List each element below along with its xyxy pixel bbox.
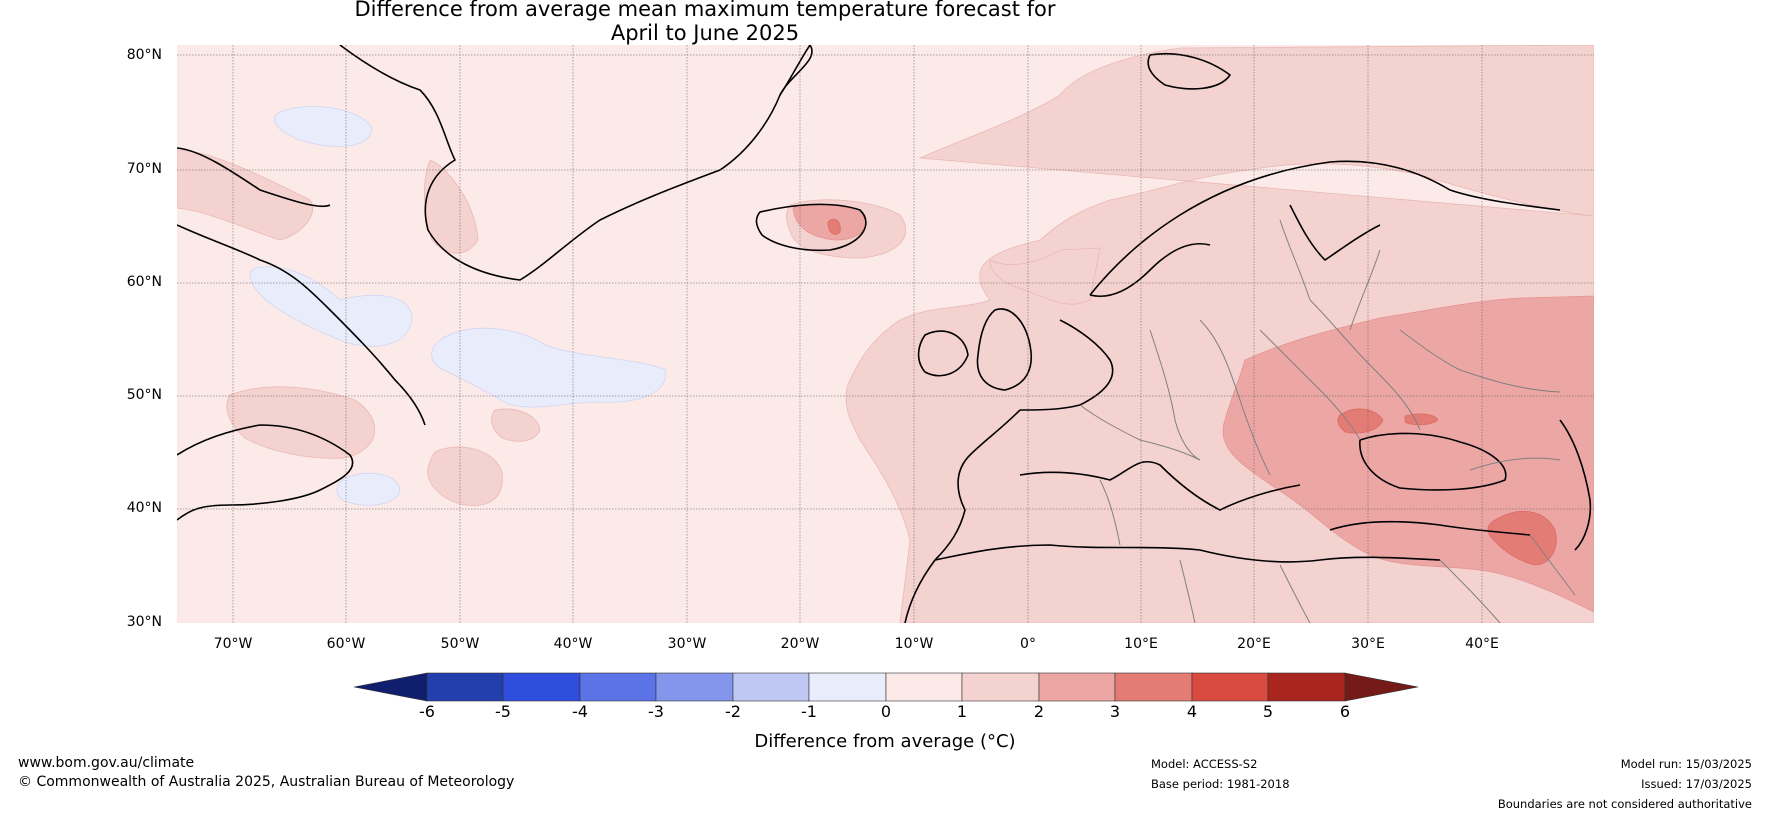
colorbar-bin-10 bbox=[1114, 672, 1193, 702]
colorbar-tick: -6 bbox=[419, 702, 435, 721]
copyright-text: © Commonwealth of Australia 2025, Austra… bbox=[18, 774, 515, 790]
colorbar-bin-4 bbox=[655, 672, 734, 702]
title-line-2: April to June 2025 bbox=[610, 21, 800, 45]
lon-label-60w: 60°W bbox=[326, 636, 366, 652]
lon-label-50w: 50°W bbox=[440, 636, 480, 652]
lon-label-20w: 20°W bbox=[780, 636, 820, 652]
lon-label-0: 0° bbox=[1020, 636, 1036, 652]
lon-label-10e: 10°E bbox=[1124, 636, 1158, 652]
lat-label-30n: 30°N bbox=[126, 614, 162, 630]
graticule bbox=[177, 45, 1594, 623]
colorbar-bin-6 bbox=[808, 672, 887, 702]
title-line-1: Difference from average mean maximum tem… bbox=[354, 0, 1056, 21]
colorbar-bin-12 bbox=[1267, 672, 1346, 702]
colorbar-tick: -1 bbox=[801, 702, 817, 721]
colorbar-bin-11 bbox=[1191, 672, 1269, 702]
colorbar-bin-8 bbox=[961, 672, 1040, 702]
colorbar-tick: 3 bbox=[1109, 702, 1121, 721]
lon-label-70w: 70°W bbox=[213, 636, 253, 652]
website-link[interactable]: www.bom.gov.au/climate bbox=[18, 755, 195, 771]
colorbar-bin-7 bbox=[885, 672, 963, 702]
lat-label-80n: 80°N bbox=[126, 47, 162, 63]
lon-label-30e: 30°E bbox=[1351, 636, 1385, 652]
colorbar-tick: 6 bbox=[1339, 702, 1351, 721]
colorbar-tick: 5 bbox=[1262, 702, 1274, 721]
colorbar-high-extend bbox=[1344, 672, 1419, 702]
country-borders bbox=[1079, 219, 1576, 623]
colorbar-bin-2 bbox=[502, 672, 581, 702]
colorbar bbox=[353, 672, 1419, 702]
lat-label-40n: 40°N bbox=[126, 500, 162, 516]
colorbar-tick: 0 bbox=[880, 702, 892, 721]
model-run-date: Model run: 15/03/2025 bbox=[1620, 757, 1752, 771]
lat-label-60n: 60°N bbox=[126, 274, 162, 290]
colorbar-bin-9 bbox=[1038, 672, 1116, 702]
colorbar-bin-1 bbox=[426, 672, 504, 702]
colorbar-low-extend bbox=[353, 672, 428, 702]
colorbar-tick: -2 bbox=[725, 702, 741, 721]
colorbar-tick: -4 bbox=[572, 702, 588, 721]
colorbar-tick: -5 bbox=[495, 702, 511, 721]
lat-label-70n: 70°N bbox=[126, 161, 162, 177]
colorbar-bin-5 bbox=[732, 672, 810, 702]
lon-label-30w: 30°W bbox=[667, 636, 707, 652]
colorbar-tick: 1 bbox=[956, 702, 968, 721]
hot-anomaly-areas bbox=[827, 218, 1557, 566]
cool-anomaly-areas bbox=[249, 106, 666, 506]
base-period: Base period: 1981-2018 bbox=[1151, 777, 1290, 791]
lon-label-40w: 40°W bbox=[553, 636, 593, 652]
lon-label-40e: 40°E bbox=[1465, 636, 1499, 652]
map-title: Difference from average mean maximum tem… bbox=[0, 0, 1410, 45]
boundaries-disclaimer: Boundaries are not considered authoritat… bbox=[1497, 797, 1752, 811]
colorbar-tick: 4 bbox=[1186, 702, 1198, 721]
lat-label-50n: 50°N bbox=[126, 387, 162, 403]
coastlines bbox=[177, 45, 1592, 623]
colorbar-tick: 2 bbox=[1033, 702, 1045, 721]
colorbar-label: Difference from average (°C) bbox=[754, 731, 1016, 752]
model-name: Model: ACCESS-S2 bbox=[1151, 757, 1258, 771]
lon-label-10w: 10°W bbox=[894, 636, 934, 652]
colorbar-tick: -3 bbox=[648, 702, 664, 721]
lon-label-20e: 20°E bbox=[1237, 636, 1271, 652]
colorbar-bin-3 bbox=[579, 672, 657, 702]
issued-date: Issued: 17/03/2025 bbox=[1641, 777, 1752, 791]
